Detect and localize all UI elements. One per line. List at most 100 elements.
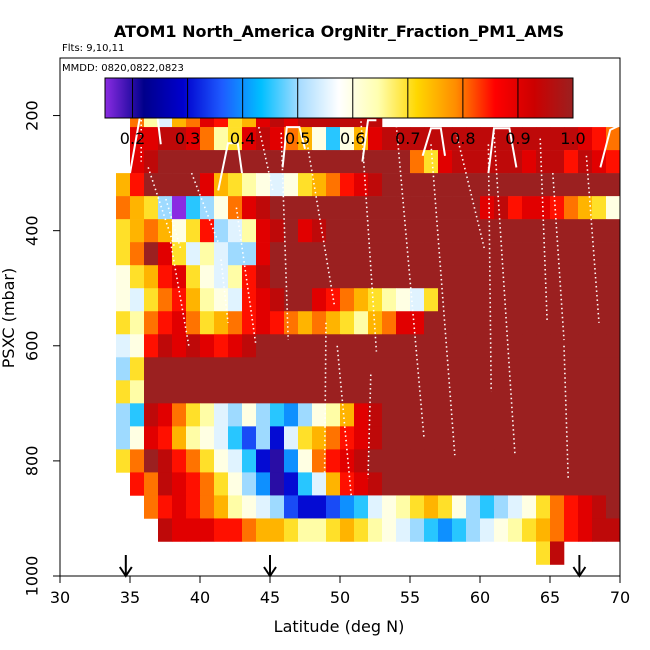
- heatmap-cell: [340, 380, 355, 404]
- heatmap-cell: [214, 472, 229, 496]
- heatmap-cell: [466, 265, 481, 289]
- heatmap-cell: [270, 357, 285, 381]
- heatmap-cell: [158, 219, 173, 243]
- heatmap-cell: [438, 173, 453, 197]
- heatmap-cell: [158, 380, 173, 404]
- heatmap-cell: [200, 472, 215, 496]
- heatmap-cell: [522, 426, 537, 450]
- heatmap-cell: [396, 334, 411, 358]
- heatmap-cell: [396, 426, 411, 450]
- heatmap-cell: [284, 288, 299, 312]
- heatmap-cell: [326, 334, 341, 358]
- colorbar: 0.2 0.3 0.4 0.5 0.6 0.7 0.8 0.9 1.0: [104, 77, 586, 148]
- heatmap-cell: [242, 357, 257, 381]
- heatmap-cell: [438, 518, 453, 542]
- heatmap-cell: [382, 219, 397, 243]
- heatmap-cell: [172, 265, 187, 289]
- heatmap-cell: [354, 449, 369, 473]
- heatmap-cell: [298, 380, 313, 404]
- heatmap-cell: [144, 403, 159, 427]
- heatmap-cell: [494, 265, 509, 289]
- heatmap-cell: [564, 127, 579, 151]
- heatmap-cell: [424, 449, 439, 473]
- colorbar-tick-label: 0.7: [395, 129, 420, 148]
- heatmap-cell: [312, 150, 327, 174]
- heatmap-cell: [536, 472, 551, 496]
- heatmap-cell: [256, 495, 271, 519]
- heatmap-cell: [606, 242, 621, 266]
- x-tick-label: 45: [260, 588, 280, 607]
- heatmap-cell: [410, 518, 425, 542]
- heatmap-cell: [606, 288, 621, 312]
- heatmap-cell: [172, 173, 187, 197]
- heatmap-cell: [578, 357, 593, 381]
- heatmap-cell: [396, 311, 411, 335]
- heatmap-cell: [410, 196, 425, 220]
- heatmap-cell: [480, 518, 495, 542]
- heatmap-cell: [382, 334, 397, 358]
- heatmap-cell: [242, 219, 257, 243]
- heatmap-cell: [522, 311, 537, 335]
- heatmap-cell: [536, 495, 551, 519]
- heatmap-cell: [326, 357, 341, 381]
- heatmap-cell: [158, 357, 173, 381]
- heatmap-cell: [564, 311, 579, 335]
- x-tick-label: 40: [190, 588, 210, 607]
- heatmap-cell: [606, 380, 621, 404]
- heatmap-cell: [536, 518, 551, 542]
- heatmap-cell: [186, 311, 201, 335]
- heatmap-cell: [536, 449, 551, 473]
- heatmap-cell: [438, 357, 453, 381]
- heatmap-cell: [466, 288, 481, 312]
- heatmap-cell: [466, 518, 481, 542]
- heatmap-cell: [550, 334, 565, 358]
- heatmap-cell: [424, 334, 439, 358]
- heatmap-cell: [382, 150, 397, 174]
- heatmap-cell: [424, 196, 439, 220]
- heatmap-cell: [326, 173, 341, 197]
- heatmap-cell: [424, 311, 439, 335]
- y-tick-label: 200: [23, 100, 42, 131]
- heatmap-cell: [256, 380, 271, 404]
- heatmap-cell: [186, 518, 201, 542]
- heatmap-cell: [354, 334, 369, 358]
- heatmap-cell: [284, 127, 299, 151]
- heatmap-cell: [438, 311, 453, 335]
- heatmap-cell: [466, 403, 481, 427]
- heatmap-cell: [564, 265, 579, 289]
- heatmap-cell: [256, 403, 271, 427]
- heatmap-cell: [172, 426, 187, 450]
- heatmap-cell: [312, 265, 327, 289]
- heatmap-cell: [536, 426, 551, 450]
- heatmap-cell: [270, 403, 285, 427]
- colorbar-ticks: 0.2 0.3 0.4 0.5 0.6 0.7 0.8 0.9 1.0: [120, 78, 586, 148]
- y-tick-label: 800: [23, 446, 42, 477]
- heatmap-cell: [158, 449, 173, 473]
- heatmap-cell: [550, 357, 565, 381]
- x-tick-label: 55: [400, 588, 420, 607]
- heatmap-cell: [410, 173, 425, 197]
- heatmap-cell: [270, 334, 285, 358]
- heatmap-cell: [522, 334, 537, 358]
- heatmap-cell: [578, 403, 593, 427]
- heatmap-cell: [228, 403, 243, 427]
- heatmap-cell: [116, 334, 131, 358]
- heatmap-cell: [494, 426, 509, 450]
- heatmap-cell: [312, 518, 327, 542]
- flight-track-segment: [217, 142, 243, 191]
- heatmap-cell: [130, 196, 145, 220]
- heatmap-cell: [200, 449, 215, 473]
- heatmap-cell: [158, 518, 173, 542]
- heatmap-cell: [326, 380, 341, 404]
- heatmap-cell: [368, 403, 383, 427]
- heatmap-cell: [312, 449, 327, 473]
- heatmap-cell: [186, 127, 201, 151]
- heatmap-cell: [228, 288, 243, 312]
- heatmap-cell: [494, 518, 509, 542]
- heatmap-cell: [522, 265, 537, 289]
- heatmap-cell: [452, 357, 467, 381]
- heatmap-cell: [144, 311, 159, 335]
- heatmap-cell: [508, 472, 523, 496]
- heatmap-cell: [578, 288, 593, 312]
- heatmap-cell: [368, 472, 383, 496]
